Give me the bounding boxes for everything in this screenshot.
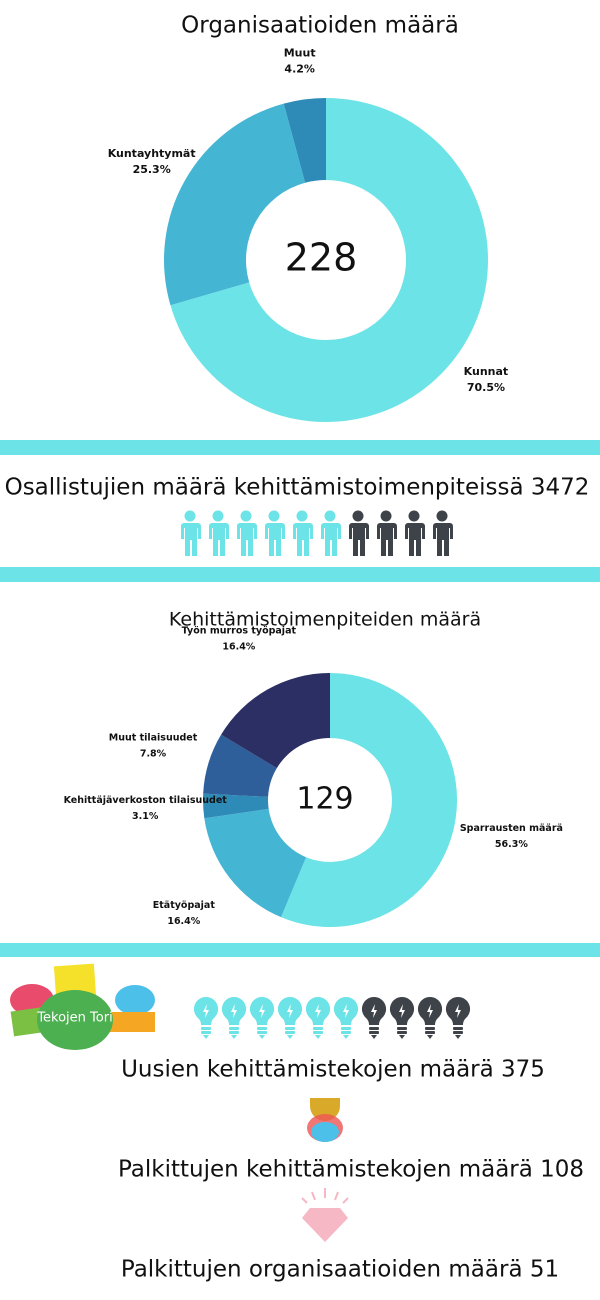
trophy-icon [307,1098,343,1142]
divider [0,567,600,582]
slice-percent: 25.3% [133,163,171,176]
slice-label: Kunnat [464,365,509,378]
slice-percent: 70.5% [467,381,505,394]
chart-title: Organisaatioiden määrä [181,13,459,39]
logo-text: Tekojen Tori [36,1011,112,1026]
awarded-deeds-text: Palkittujen kehittämistekojen määrä 108 [118,1157,584,1183]
diamond-icon [301,1188,349,1242]
donut-slice [221,673,330,769]
donut-slice [281,673,457,927]
slice-percent: 16.4% [167,916,200,927]
donut-slice [283,98,326,183]
slice-label: Kuntayhtymät [108,147,196,160]
logo: Tekojen Tori [10,963,155,1050]
new-deeds-text: Uusien kehittämistekojen määrä 375 [121,1057,545,1083]
donut-slice [170,98,489,422]
donut-slice [204,808,307,918]
divider [0,943,600,957]
donut-slice [202,793,269,819]
awarded-orgs-text: Palkittujen organisaatioiden määrä 51 [121,1257,559,1283]
slice-label: Muut tilaisuudet [109,733,198,744]
center-value: 228 [285,236,358,280]
slice-percent: 56.3% [495,839,528,850]
divider [0,440,600,455]
people-icons [181,510,453,556]
slice-label: Työn murros työpajat [182,626,297,637]
chart-title: Kehittämistoimenpiteiden määrä [169,609,481,631]
slice-label: Etätyöpajat [153,900,216,911]
slice-percent: 4.2% [284,63,315,76]
bulb-icons [193,996,471,1039]
slice-label: Kehittäjäverkoston tilaisuudet [64,795,228,806]
slice-percent: 3.1% [132,811,159,822]
participants-text: Osallistujien määrä kehittämistoimenpite… [5,475,590,501]
donut-slice [163,103,306,306]
donut-slice [203,734,277,797]
slice-percent: 16.4% [222,642,255,653]
center-value: 129 [296,782,353,817]
slice-label: Muut [284,47,316,60]
slice-label: Sparrausten määrä [460,823,563,834]
slice-percent: 7.8% [140,749,167,760]
